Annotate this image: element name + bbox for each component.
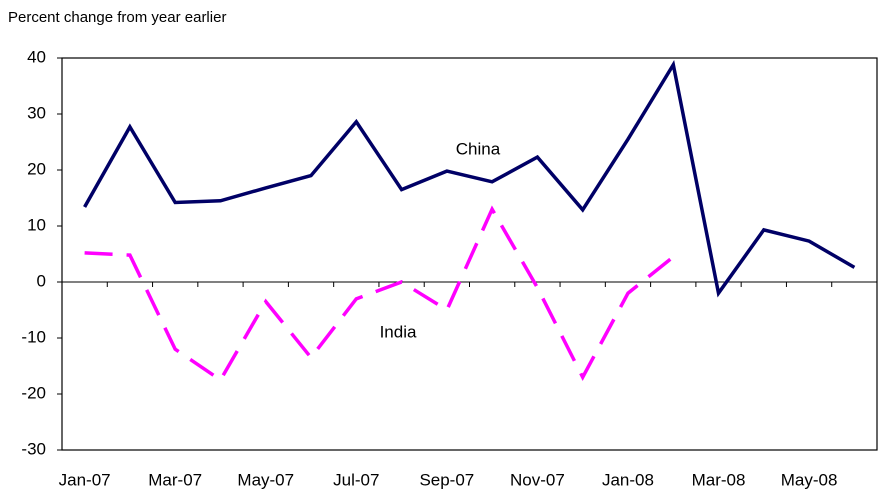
x-tick-label: Jan-07 <box>59 470 111 489</box>
plot-area <box>61 57 878 451</box>
x-tick-label: Mar-07 <box>148 470 202 489</box>
y-tick-label: -10 <box>21 327 46 346</box>
series-label: China <box>456 139 501 158</box>
y-tick-label: -30 <box>21 439 46 458</box>
series-line <box>83 59 856 298</box>
y-tick-label: 10 <box>27 215 46 234</box>
x-tick-label: May-07 <box>237 470 294 489</box>
x-tick-label: Nov-07 <box>510 470 565 489</box>
x-tick-label: May-08 <box>781 470 838 489</box>
y-tick-label: -20 <box>21 383 46 402</box>
series-label: India <box>380 322 417 341</box>
y-tick-label: 30 <box>27 103 46 122</box>
x-tick-label: Jan-08 <box>602 470 654 489</box>
x-tick-label: Sep-07 <box>419 470 474 489</box>
y-tick-label: 40 <box>27 47 46 66</box>
x-tick-label: Mar-08 <box>692 470 746 489</box>
x-tick-label: Jul-07 <box>333 470 379 489</box>
y-tick-label: 20 <box>27 159 46 178</box>
series-line <box>84 205 675 383</box>
y-tick-label: 0 <box>37 271 46 290</box>
y-axis-label: Percent change from year earlier <box>8 9 226 26</box>
